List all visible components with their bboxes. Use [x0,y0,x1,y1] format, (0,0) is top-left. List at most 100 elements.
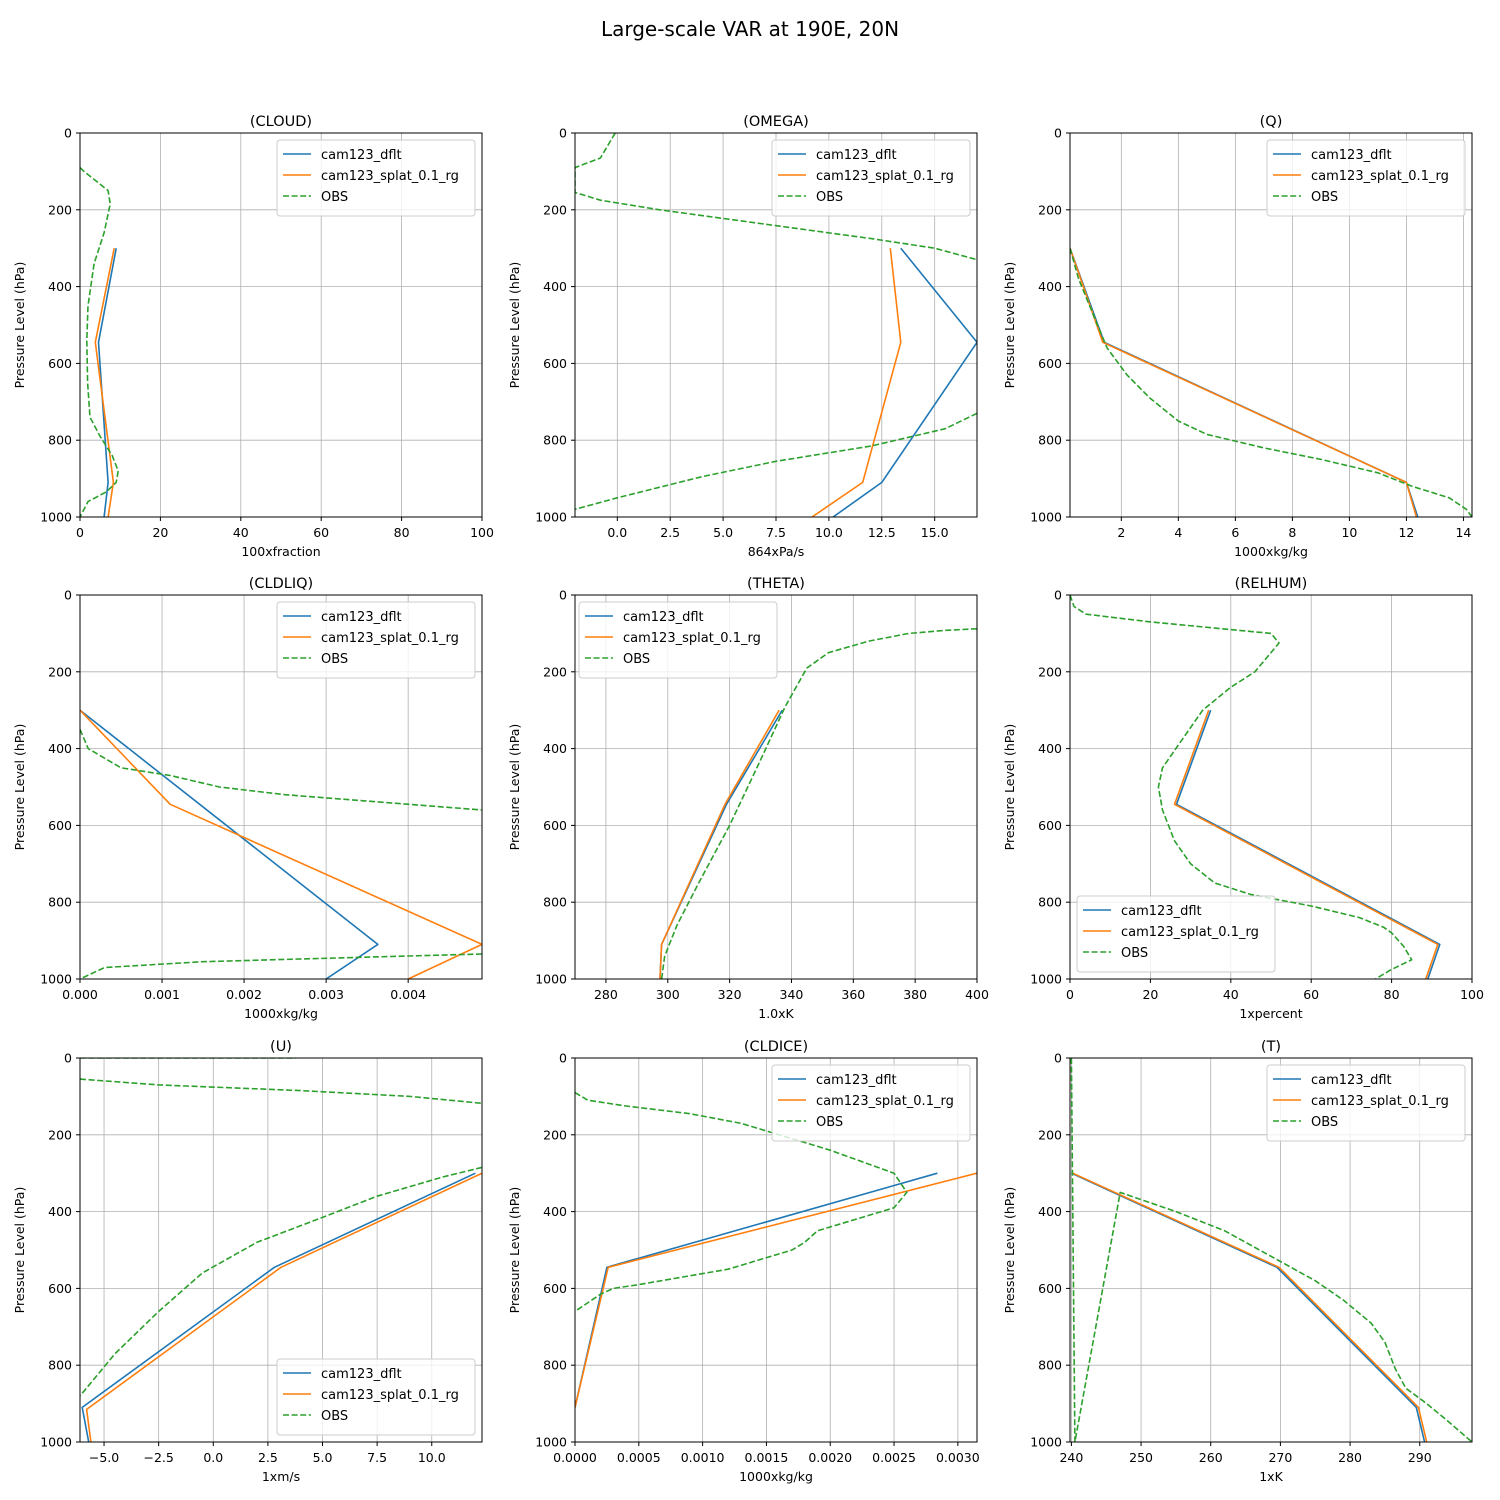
y-tick-label: 200 [543,1127,567,1142]
x-tick-label: 360 [841,987,865,1002]
x-tick-label: 100 [1460,987,1484,1002]
x-axis-label: 1xpercent [1239,1006,1302,1021]
panel-title: (Q) [1260,114,1283,130]
y-tick-label: 800 [543,433,567,448]
series-group [1070,247,1472,517]
x-tick-label: 0.0 [203,1450,223,1465]
y-tick-label: 1000 [40,972,72,987]
x-tick-label: 2 [1117,525,1125,540]
legend-box [1076,895,1276,973]
y-tick-label: 0 [64,126,72,141]
y-tick-label: 600 [543,356,567,371]
series-line-obs [1070,595,1413,979]
series-line-cam123-splat-0-1-rg [575,1172,977,1408]
legend-label: cam123_splat_0.1_rg [816,1094,954,1109]
x-tick-label: 280 [594,987,618,1002]
x-tick-label: 10.0 [815,525,843,540]
x-tick-label: 7.5 [367,1450,387,1465]
x-tick-label: 320 [718,987,742,1002]
x-tick-label: 20 [1142,987,1158,1002]
legend-box [578,601,778,679]
y-tick-label: 800 [543,1358,567,1373]
panel-title: (OMEGA) [743,114,809,130]
y-tick-label: 0 [1054,126,1062,141]
y-tick-label: 800 [48,433,72,448]
legend-box [276,139,476,217]
panel-theta: 280 300 320 340 360 380 400 0 200 400 600 800 1000 (T… [507,576,989,1021]
legend-label: cam123_dflt [1121,904,1202,919]
panel-t: 240 250 260 270 280 290 0 200 400 600 800 1000 (T) 1x… [1002,1039,1473,1484]
series-line-obs [80,729,482,811]
y-tick-label: 800 [543,895,567,910]
series-line-cam123-splat-0-1-rg [1173,709,1439,979]
x-tick-label: 0.002 [226,987,262,1002]
y-tick-label: 600 [48,356,72,371]
x-tick-label: 12 [1398,525,1414,540]
x-tick-label: 0.0010 [681,1450,725,1465]
x-tick-label: 100 [470,525,494,540]
axes-frame [79,594,483,980]
x-axis-label: 864xPa/s [748,544,805,559]
y-tick-label: 1000 [40,510,72,525]
panel-title: (CLOUD) [250,114,312,130]
y-tick-label: 200 [543,202,567,217]
series-line-cam123-dflt [81,1172,476,1442]
series-line-obs [1070,247,1472,517]
legend: cam123_dflt cam123_splat_0.1_rg OBS [578,601,778,679]
panel-q: 2 4 6 8 10 12 14 0 200 400 600 800 1000 (Q) 1000xkg/kg… [1002,114,1473,559]
legend-label: cam123_dflt [816,1073,897,1088]
y-tick-label: 600 [543,1281,567,1296]
legend-box [276,601,476,679]
panel-relhum: 0 20 40 60 80 10002004006008001000(RELHUM)1xp… [1002,576,1484,1021]
x-tick-label: 0.0030 [936,1450,980,1465]
series-line-cam123-splat-0-1-rg [80,709,482,979]
y-tick-label: 1000 [535,1435,567,1450]
y-tick-label: 1000 [1030,972,1062,987]
panel-title: (THETA) [747,576,805,592]
series-line-cam123-splat-0-1-rg [85,1172,482,1442]
legend: cam123_dflt cam123_splat_0.1_rg OBS [1266,139,1466,217]
panel-title: (CLDICE) [744,1039,808,1055]
x-tick-label: 0.0020 [808,1450,852,1465]
x-tick-label: 60 [313,525,329,540]
y-tick-label: 600 [48,818,72,833]
series-group [80,1058,482,1442]
x-axis-label: 1000xkg/kg [1234,544,1308,559]
series-line-cam123-dflt [97,248,117,517]
x-tick-label: 0.001 [144,987,180,1002]
legend-box [771,139,971,217]
axes-frame [79,132,483,518]
legend-label: cam123_dflt [321,1367,402,1382]
y-axis-label: Pressure Level (hPa) [1002,1187,1017,1314]
y-tick-label: 400 [1038,1204,1062,1219]
y-axis-label: Pressure Level (hPa) [1002,262,1017,389]
y-tick-label: 1000 [1030,1435,1062,1450]
y-axis-label: Pressure Level (hPa) [507,262,522,389]
series-line-obs [660,628,977,979]
x-tick-label: 80 [394,525,410,540]
legend-label: cam123_splat_0.1_rg [321,169,459,184]
axes-frame [1069,1057,1473,1443]
legend-label: cam123_dflt [816,148,897,163]
x-tick-label: 300 [656,987,680,1002]
legend-label: cam123_dflt [1311,1073,1392,1088]
axes-frame [574,594,978,980]
y-tick-label: 400 [543,741,567,756]
x-tick-label: 2.5 [660,525,680,540]
y-tick-label: 0 [64,1051,72,1066]
x-tick-label: 6 [1231,525,1239,540]
series-group [575,133,977,517]
legend-box [771,1064,971,1142]
series-group [1070,1058,1472,1442]
series-line-cam123-splat-0-1-rg [1072,1172,1428,1442]
figure-title: Large-scale VAR at 190E, 20N [601,17,899,41]
y-axis-label: Pressure Level (hPa) [12,724,27,851]
legend-label: OBS [1121,946,1148,961]
x-tick-label: 5.0 [713,525,733,540]
axes-frame [79,1057,483,1443]
legend-label: cam123_splat_0.1_rg [623,631,761,646]
legend-label: OBS [623,652,650,667]
y-tick-label: 200 [1038,1127,1062,1142]
y-axis-label: Pressure Level (hPa) [507,724,522,851]
legend-label: cam123_splat_0.1_rg [321,1388,459,1403]
